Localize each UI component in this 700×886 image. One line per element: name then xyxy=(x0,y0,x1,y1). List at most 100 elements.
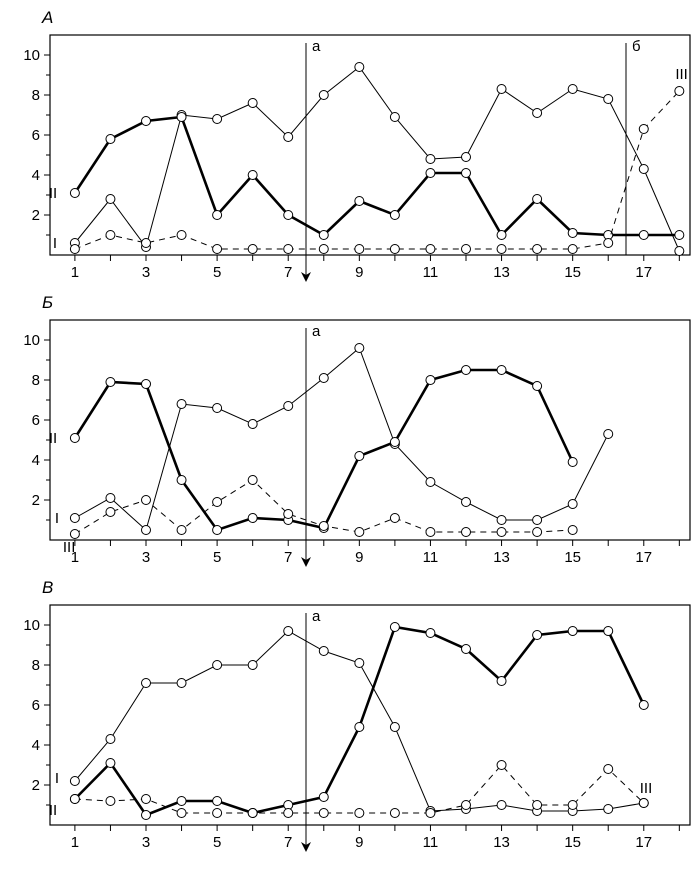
series-marker xyxy=(70,530,79,539)
series-marker xyxy=(355,452,364,461)
series-label: II xyxy=(49,430,57,447)
series-label: III xyxy=(675,66,688,83)
series-marker xyxy=(462,366,471,375)
series-marker xyxy=(390,809,399,818)
y-tick-label: 10 xyxy=(23,332,40,349)
event-marker-label: а xyxy=(312,323,321,340)
series-marker xyxy=(675,231,684,240)
x-tick-label: 3 xyxy=(142,264,150,281)
series-line-III xyxy=(75,765,644,813)
panel-label: Б xyxy=(42,293,53,312)
series-marker xyxy=(390,723,399,732)
series-marker xyxy=(177,231,186,240)
series-marker xyxy=(319,647,328,656)
series-marker xyxy=(319,231,328,240)
series-marker xyxy=(462,645,471,654)
series-marker xyxy=(426,376,435,385)
x-tick-label: 9 xyxy=(355,834,363,851)
series-label: III xyxy=(640,780,653,797)
series-marker xyxy=(497,761,506,770)
series-marker xyxy=(533,528,542,537)
series-marker xyxy=(213,809,222,818)
series-marker xyxy=(355,63,364,72)
x-tick-label: 5 xyxy=(213,264,221,281)
x-tick-label: 5 xyxy=(213,549,221,566)
series-marker xyxy=(390,245,399,254)
series-marker xyxy=(213,797,222,806)
series-label: III xyxy=(63,539,76,556)
series-marker xyxy=(248,476,257,485)
series-line-II xyxy=(75,627,644,815)
y-tick-label: 2 xyxy=(32,492,40,509)
series-marker xyxy=(213,661,222,670)
x-tick-label: 7 xyxy=(284,264,292,281)
series-marker xyxy=(568,229,577,238)
series-marker xyxy=(533,516,542,525)
series-line-I xyxy=(75,67,679,251)
event-marker-label: а xyxy=(312,38,321,55)
x-tick-label: 9 xyxy=(355,549,363,566)
chart-panel: 2468101357911131517IIIIIIа xyxy=(23,320,690,566)
series-marker xyxy=(142,679,151,688)
series-marker xyxy=(213,115,222,124)
x-tick-label: 13 xyxy=(493,834,510,851)
series-marker xyxy=(533,382,542,391)
series-marker xyxy=(533,801,542,810)
series-marker xyxy=(248,514,257,523)
y-tick-label: 8 xyxy=(32,87,40,104)
series-marker xyxy=(106,735,115,744)
y-tick-label: 2 xyxy=(32,207,40,224)
y-tick-label: 6 xyxy=(32,697,40,714)
series-marker xyxy=(142,239,151,248)
series-marker xyxy=(319,522,328,531)
series-marker xyxy=(106,494,115,503)
series-marker xyxy=(248,809,257,818)
series-marker xyxy=(426,629,435,638)
y-tick-label: 8 xyxy=(32,372,40,389)
x-tick-label: 17 xyxy=(635,549,652,566)
y-tick-label: 6 xyxy=(32,127,40,144)
series-label: I xyxy=(55,510,59,527)
series-marker xyxy=(319,91,328,100)
series-marker xyxy=(639,231,648,240)
series-marker xyxy=(426,809,435,818)
x-tick-label: 3 xyxy=(142,549,150,566)
y-tick-label: 2 xyxy=(32,777,40,794)
series-marker xyxy=(462,245,471,254)
series-marker xyxy=(106,135,115,144)
series-marker xyxy=(319,374,328,383)
series-marker xyxy=(177,400,186,409)
series-marker xyxy=(604,430,613,439)
panel-label: В xyxy=(42,578,53,597)
series-marker xyxy=(604,765,613,774)
series-marker xyxy=(70,795,79,804)
series-marker xyxy=(213,498,222,507)
series-marker xyxy=(533,109,542,118)
series-marker xyxy=(284,133,293,142)
series-marker xyxy=(462,169,471,178)
series-label: I xyxy=(53,235,57,252)
series-marker xyxy=(177,797,186,806)
series-marker xyxy=(284,211,293,220)
x-tick-label: 1 xyxy=(71,834,79,851)
series-marker xyxy=(70,189,79,198)
series-marker xyxy=(284,245,293,254)
y-tick-label: 10 xyxy=(23,617,40,634)
series-marker xyxy=(355,245,364,254)
series-marker xyxy=(533,631,542,640)
series-marker xyxy=(604,239,613,248)
series-marker xyxy=(355,809,364,818)
series-marker xyxy=(142,795,151,804)
series-marker xyxy=(355,528,364,537)
series-marker xyxy=(639,165,648,174)
series-marker xyxy=(106,759,115,768)
series-marker xyxy=(390,211,399,220)
y-tick-label: 10 xyxy=(23,47,40,64)
series-marker xyxy=(497,677,506,686)
chart-panel: 2468101357911131517IIIIIIаб xyxy=(23,35,690,281)
series-marker xyxy=(426,155,435,164)
series-marker xyxy=(497,801,506,810)
series-marker xyxy=(213,211,222,220)
series-marker xyxy=(426,169,435,178)
series-marker xyxy=(106,797,115,806)
